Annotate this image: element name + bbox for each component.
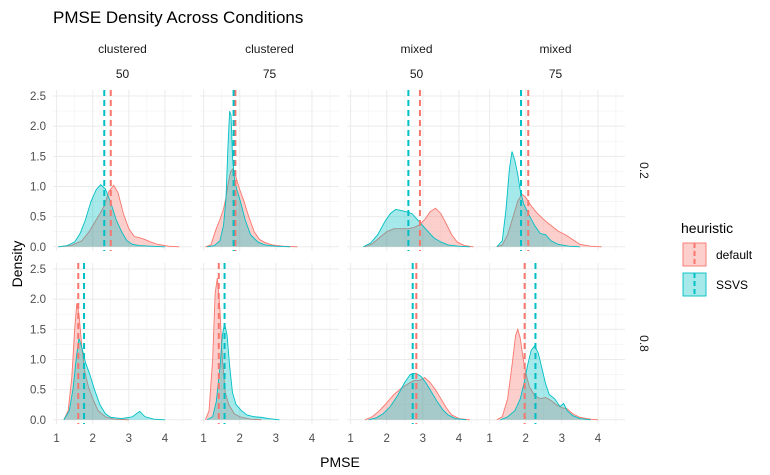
- density-line-ssvs: [496, 151, 580, 248]
- y-axis-title: Density: [9, 241, 25, 288]
- density-line-default: [364, 377, 470, 421]
- x-tick-label: 1: [486, 433, 492, 445]
- legend-item-ssvs: SSVS: [682, 272, 748, 297]
- density-line-default: [205, 278, 262, 421]
- x-tick-label: 4: [595, 433, 602, 445]
- y-tick-label: 0.5: [30, 385, 46, 397]
- panel-grid: [347, 90, 486, 251]
- facet-strip-label: 50: [410, 67, 424, 81]
- density-line-default: [496, 193, 602, 248]
- density-line-default: [58, 184, 180, 248]
- legend: heuristic default SSVS: [681, 220, 753, 297]
- density-line-ssvs: [368, 372, 467, 421]
- facet-strip-label: 50: [116, 67, 130, 81]
- density-area-ssvs: [500, 345, 591, 420]
- facet-strip-label: mixed: [400, 42, 432, 56]
- x-tick-label: 2: [237, 433, 243, 445]
- density-line-ssvs: [207, 110, 291, 248]
- legend-item-default: default: [682, 242, 753, 267]
- density-line-ssvs: [63, 338, 165, 421]
- density-line-default: [364, 207, 474, 248]
- y-tick-label: 1.5: [30, 324, 46, 336]
- facet-panels: clustered 50 clustered 75 mixed 50 mixed 75 0.2 0…: [30, 42, 651, 445]
- density-line-default: [205, 167, 298, 248]
- y-tick-label: 0.5: [30, 212, 46, 224]
- x-tick-label: 4: [309, 433, 316, 445]
- density-area-ssvs: [368, 373, 467, 420]
- density-area-ssvs: [363, 209, 470, 247]
- density-line-default: [63, 303, 129, 421]
- y-tick-label: 0.0: [30, 415, 46, 427]
- density-line-ssvs: [58, 184, 165, 248]
- y-tick-label: 2.5: [30, 91, 46, 103]
- legend-label: SSVS: [716, 278, 748, 292]
- y-tick-label: 1.0: [30, 354, 46, 366]
- x-tick-label: 1: [53, 433, 59, 445]
- facet-strip-label: clustered: [245, 42, 294, 56]
- panel-grid: [200, 263, 339, 424]
- row-strip-label: 0.8: [637, 335, 651, 352]
- facet-strip-label: clustered: [98, 42, 147, 56]
- y-tick-label: 1.5: [30, 151, 46, 163]
- density-area-ssvs: [207, 111, 291, 247]
- density-area-default: [496, 194, 602, 247]
- density-area-default: [63, 303, 129, 420]
- y-tick-label: 0.0: [30, 242, 46, 254]
- chart-title: PMSE Density Across Conditions: [53, 8, 303, 27]
- density-area-default: [365, 377, 470, 420]
- x-axis-title: PMSE: [320, 454, 360, 470]
- legend-label: default: [716, 248, 753, 262]
- x-tick-label: 2: [90, 433, 96, 445]
- x-tick-label: 4: [162, 433, 169, 445]
- x-tick-label: 3: [273, 433, 279, 445]
- density-line-ssvs: [500, 344, 591, 421]
- x-tick-label: 4: [456, 433, 463, 445]
- x-tick-label: 3: [559, 433, 565, 445]
- row-strip-label: 0.2: [637, 162, 651, 179]
- x-tick-label: 1: [347, 433, 353, 445]
- x-tick-label: 2: [384, 433, 390, 445]
- panel-grid: [53, 263, 192, 424]
- x-tick-label: 1: [200, 433, 206, 445]
- panel-grid: [486, 263, 625, 424]
- y-tick-label: 2.0: [30, 294, 46, 306]
- y-tick-label: 2.0: [30, 121, 46, 133]
- density-area-default: [58, 185, 180, 247]
- facet-strip-label: mixed: [539, 42, 571, 56]
- facet-strip-label: 75: [549, 67, 563, 81]
- x-tick-label: 3: [420, 433, 426, 445]
- density-area-default: [205, 168, 298, 247]
- panel-grid: [53, 90, 192, 251]
- y-tick-label: 1.0: [30, 181, 46, 193]
- legend-title: heuristic: [681, 220, 733, 236]
- y-tick-label: 2.5: [30, 264, 46, 276]
- density-line-ssvs: [363, 208, 470, 248]
- x-tick-label: 3: [126, 433, 132, 445]
- density-area-ssvs: [63, 338, 165, 420]
- x-tick-label: 2: [523, 433, 529, 445]
- density-area-default: [365, 208, 474, 247]
- facet-strip-label: 75: [263, 67, 277, 81]
